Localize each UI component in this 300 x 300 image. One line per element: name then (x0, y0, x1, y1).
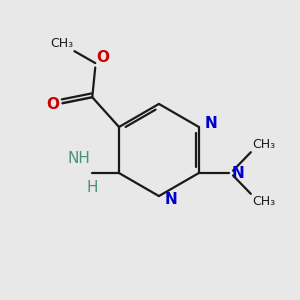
Text: N: N (232, 166, 245, 181)
Text: O: O (46, 97, 60, 112)
Text: CH₃: CH₃ (50, 37, 73, 50)
Text: N: N (204, 116, 217, 131)
Text: H: H (87, 181, 98, 196)
Text: CH₃: CH₃ (252, 195, 275, 208)
Text: CH₃: CH₃ (252, 138, 275, 151)
Text: O: O (97, 50, 110, 65)
Text: NH: NH (68, 151, 91, 166)
Text: N: N (164, 191, 177, 206)
